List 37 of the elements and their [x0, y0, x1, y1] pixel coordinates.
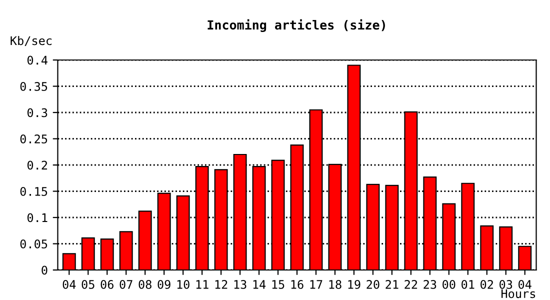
chart-title: Incoming articles (size): [208, 19, 385, 32]
x-tick-label: 01: [462, 280, 474, 289]
x-tick-label: 03: [500, 280, 512, 289]
x-tick-label: 19: [348, 280, 360, 289]
y-tick-label: 0.1: [27, 213, 48, 222]
x-tick-label: 00: [442, 280, 456, 289]
x-tick-label: 23: [424, 280, 436, 289]
x-tick-label: 12: [215, 280, 228, 289]
x-tick-label: 10: [177, 280, 190, 289]
x-tick-label: 09: [158, 280, 170, 289]
x-tick-label: 04: [518, 280, 532, 289]
x-tick-label: 20: [366, 280, 380, 289]
x-tick-label: 08: [138, 280, 152, 289]
x-tick-label: 14: [253, 280, 266, 289]
y-tick-label: 0: [42, 266, 48, 275]
x-tick-label: 04: [62, 280, 76, 289]
x-tick-label: 05: [82, 280, 94, 289]
x-tick-label: 18: [329, 280, 342, 289]
x-tick-label: 11: [196, 280, 208, 289]
y-axis-title: Kb/sec: [10, 36, 52, 46]
y-tick-label: 0.25: [20, 134, 48, 144]
x-tick-label: 07: [120, 280, 132, 289]
x-tick-label: 22: [404, 280, 418, 289]
y-tick-label: 0.35: [20, 82, 48, 91]
y-tick-label: 0.3: [27, 108, 48, 118]
x-tick-label: 21: [386, 280, 398, 289]
x-tick-label: 13: [234, 280, 246, 289]
y-tick-label: 0.05: [20, 240, 48, 248]
x-tick-label: 02: [480, 280, 493, 289]
x-axis-title: Hours: [502, 289, 536, 298]
y-tick-label: 0.4: [27, 56, 48, 65]
y-tick-label: 0.2: [27, 160, 48, 170]
x-tick-label: 06: [100, 280, 114, 289]
y-tick-label: 0.15: [20, 187, 48, 196]
x-tick-label: 15: [272, 280, 284, 289]
x-tick-label: 17: [310, 280, 322, 289]
x-tick-label: 16: [291, 280, 304, 289]
